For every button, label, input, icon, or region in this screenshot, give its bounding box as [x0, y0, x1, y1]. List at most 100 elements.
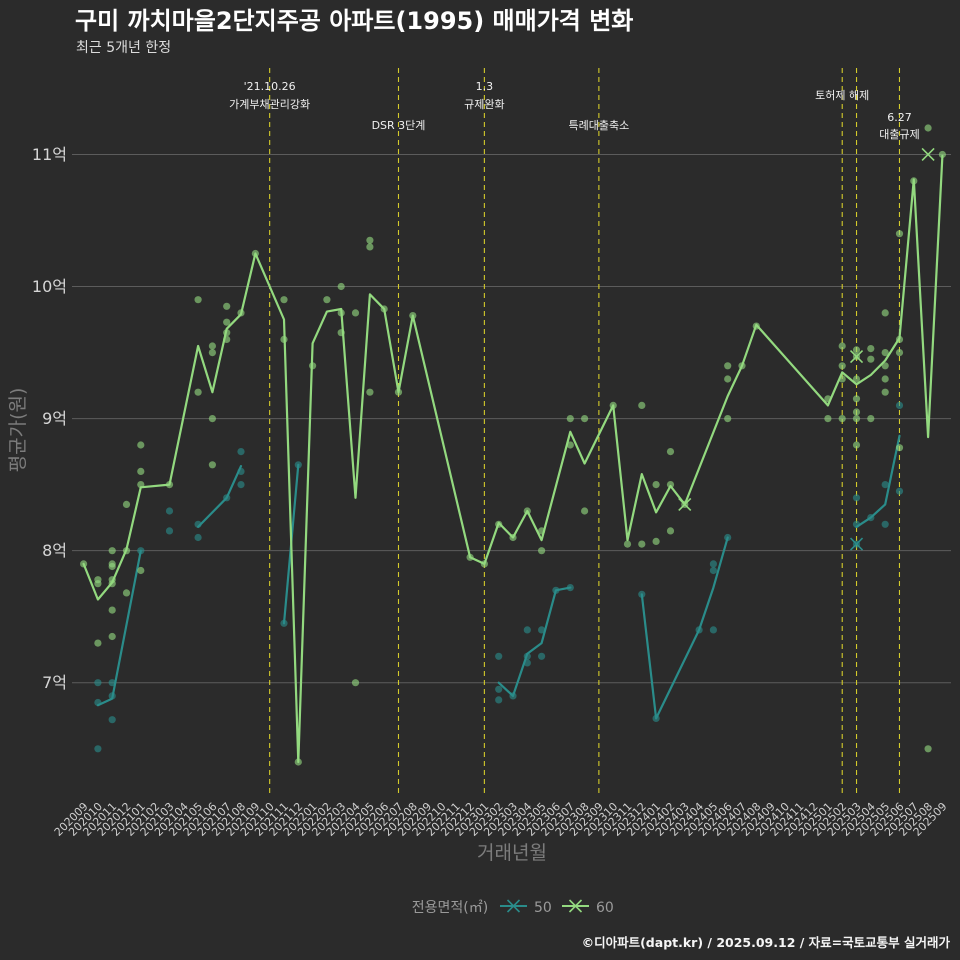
series-50-point	[895, 487, 904, 495]
series-50-point	[867, 514, 875, 522]
series-60-point	[867, 415, 875, 423]
series-60-point	[208, 415, 216, 423]
series-50-point	[108, 679, 116, 687]
legend-label-50: 50	[534, 900, 552, 916]
series-50-point	[881, 520, 889, 528]
series-60-point	[223, 335, 231, 343]
series-60-point	[194, 388, 202, 396]
series-50-point	[709, 560, 718, 568]
series-60-point	[208, 342, 216, 350]
series-50-point	[566, 584, 574, 592]
series-60-point	[638, 540, 646, 548]
series-60-point	[924, 745, 932, 753]
series-60-point	[566, 415, 574, 423]
y-tick-label: 7억	[42, 673, 67, 692]
series-60-point	[294, 758, 302, 766]
series-50-point	[194, 533, 202, 542]
series-60-point	[638, 401, 646, 409]
series-60-point	[309, 362, 317, 370]
event-label: 6.27	[887, 111, 912, 124]
series-60-point	[538, 527, 546, 535]
event-label: 대출규제	[879, 128, 919, 141]
series-60-point	[666, 527, 675, 535]
series-60-point	[724, 415, 732, 423]
series-60-point	[852, 415, 861, 423]
series-60-point	[366, 243, 374, 251]
series-50-point	[280, 619, 288, 627]
event-label: 토허제 해제	[815, 88, 869, 102]
series-60-point	[223, 329, 231, 337]
series-60-point	[895, 335, 904, 343]
footer-credit: ©디아파트(dapt.kr) / 2025.09.12 / 자료=국토교통부 실…	[582, 935, 951, 950]
series-60-point	[223, 318, 231, 326]
series-50-point	[509, 692, 517, 700]
series-60-point	[280, 335, 288, 343]
series-60-point	[623, 540, 632, 548]
series-60-point	[108, 547, 116, 555]
series-60-point	[94, 580, 102, 588]
series-60-point	[466, 553, 474, 561]
series-60-cross-marker-stroke	[849, 349, 864, 364]
series-50-point	[709, 626, 718, 634]
series-60-point	[509, 533, 517, 542]
series-60-cross-marker	[849, 349, 864, 364]
series-50-point	[495, 652, 503, 660]
chart-title: 구미 까치마을2단지주공 아파트(1995) 매매가격 변화	[75, 7, 633, 35]
series-60-point	[867, 355, 875, 363]
series-60-point	[581, 507, 589, 515]
series-60-point	[881, 375, 889, 383]
series-60-point	[380, 305, 388, 313]
series-60-point	[137, 467, 145, 475]
event-label: 1.3	[476, 80, 494, 93]
series-50-point	[237, 448, 245, 456]
series-60-point	[108, 562, 116, 571]
series-60-point	[838, 415, 846, 423]
series-60-point	[867, 345, 875, 353]
series-60-point	[895, 349, 904, 357]
series-60-point	[523, 507, 531, 515]
series-60-point	[852, 395, 861, 403]
series-50-point	[237, 467, 245, 475]
y-tick-label: 10억	[32, 277, 67, 296]
series-60-point	[838, 375, 846, 383]
series-60-point	[724, 362, 732, 370]
series-60-point	[223, 302, 231, 310]
series-60-point	[108, 606, 116, 614]
series-60-point	[480, 560, 488, 568]
series-60-point	[208, 461, 216, 469]
series-50-point	[552, 586, 560, 594]
series-60-point	[852, 441, 861, 449]
series-60-cross-marker	[921, 147, 935, 162]
series-50-point	[194, 520, 202, 528]
series-60-point	[838, 362, 846, 370]
series-50-point	[165, 507, 174, 515]
series-60-point	[838, 342, 846, 350]
series-60-point	[337, 282, 345, 291]
series-60-point	[824, 415, 832, 423]
series-60-point	[881, 349, 889, 357]
series-50-point	[294, 461, 302, 469]
series-60-point	[881, 388, 889, 396]
series-60-point	[881, 362, 889, 370]
series-50-point	[223, 494, 231, 502]
chart-subtitle: 최근 5개년 한정	[76, 40, 171, 56]
legend: 전용면적(㎡) 50 60	[412, 899, 614, 916]
series-60-cross-marker	[678, 497, 692, 512]
transaction-points	[80, 124, 947, 766]
legend-title: 전용면적(㎡)	[412, 900, 488, 916]
series-60-point	[895, 230, 904, 238]
series-60-point	[137, 481, 145, 489]
x-axis-tick-labels: 2020092020102020112020122021012021022021…	[52, 800, 950, 839]
series-50-point	[108, 716, 116, 724]
series-50-point	[237, 481, 245, 489]
series-50-point	[94, 679, 102, 687]
series-60-point	[366, 236, 374, 244]
series-60-point	[208, 349, 216, 357]
series-60-point	[351, 309, 360, 317]
series-50-point	[523, 659, 531, 667]
series-60-point	[165, 481, 174, 489]
legend-key-cross-50-stroke	[506, 899, 521, 913]
series-60-point	[652, 481, 660, 489]
series-60-cross-marker-stroke	[678, 497, 692, 512]
